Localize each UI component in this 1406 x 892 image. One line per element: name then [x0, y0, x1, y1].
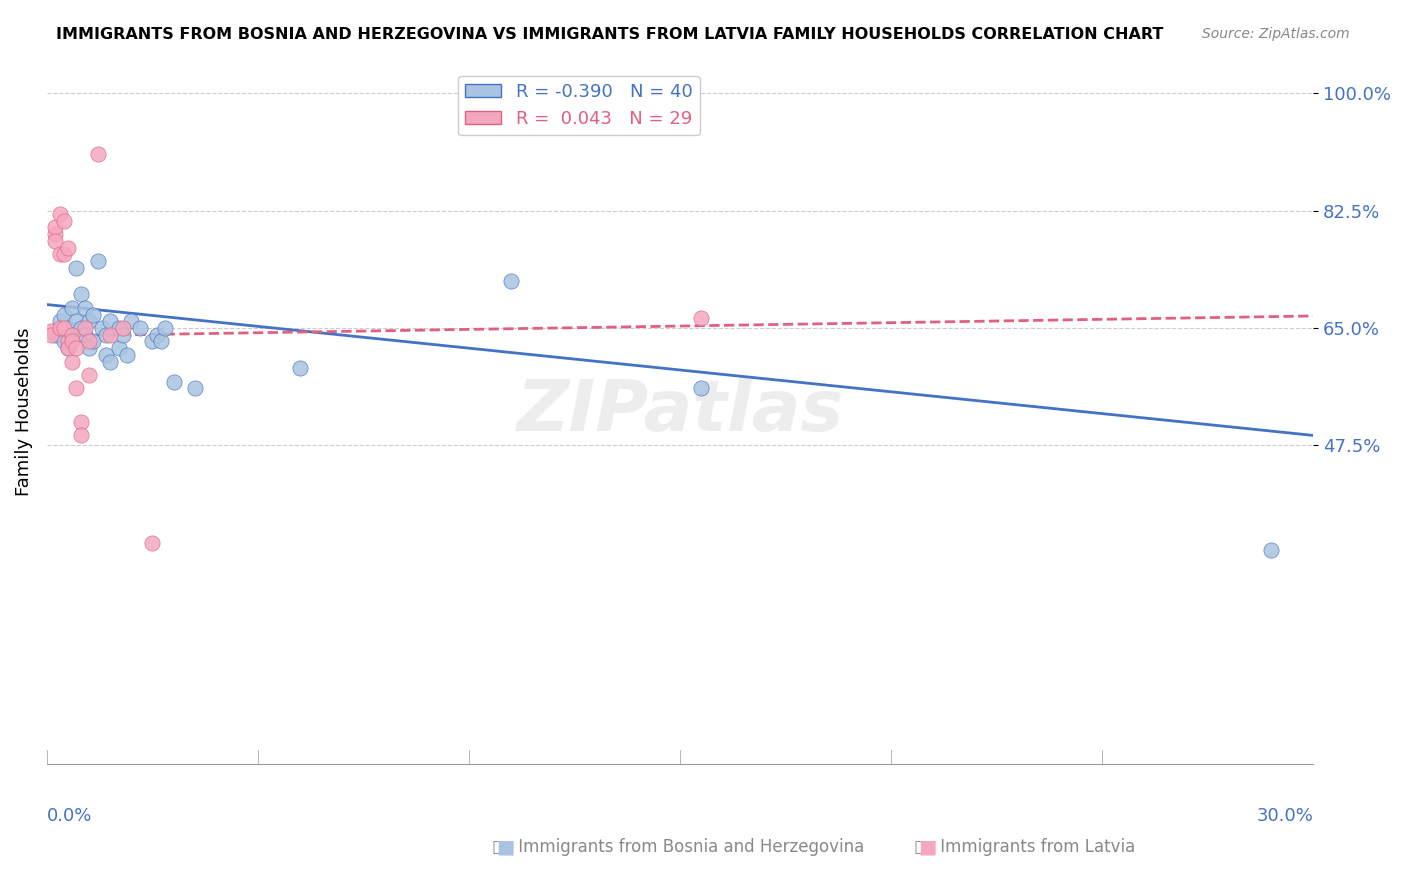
Point	[52, 308, 75, 322]
Point	[162, 375, 184, 389]
Point	[56, 334, 79, 349]
Point	[52, 334, 75, 349]
Point	[115, 348, 138, 362]
Y-axis label: Family Households: Family Households	[15, 327, 32, 496]
Point	[98, 314, 121, 328]
Point	[77, 368, 100, 382]
Text: ZIPatlas: ZIPatlas	[516, 377, 844, 446]
Point	[39, 325, 62, 339]
Point	[86, 146, 108, 161]
Point	[52, 247, 75, 261]
Point	[52, 213, 75, 227]
Point	[69, 321, 91, 335]
Point	[56, 341, 79, 355]
Point	[153, 321, 176, 335]
Point	[69, 415, 91, 429]
Point	[56, 321, 79, 335]
Point	[77, 314, 100, 328]
Point	[60, 354, 83, 368]
Point	[65, 314, 87, 328]
Point	[107, 321, 129, 335]
Point	[48, 247, 70, 261]
Point	[44, 227, 66, 241]
Text: ■: ■	[496, 838, 515, 856]
Point	[65, 341, 87, 355]
Point	[128, 321, 150, 335]
Point	[82, 308, 104, 322]
Text: 0.0%: 0.0%	[46, 806, 93, 824]
Point	[44, 220, 66, 235]
Point	[60, 301, 83, 315]
Point	[501, 274, 523, 288]
Point	[48, 321, 70, 335]
Point	[44, 327, 66, 342]
Point	[52, 321, 75, 335]
Point	[69, 287, 91, 301]
Point	[90, 321, 112, 335]
Text: □  Immigrants from Bosnia and Herzegovina: □ Immigrants from Bosnia and Herzegovina	[492, 838, 865, 856]
Point	[77, 341, 100, 355]
Point	[69, 428, 91, 442]
Point	[145, 327, 167, 342]
Point	[141, 334, 163, 349]
Legend: R = -0.390   N = 40, R =  0.043   N = 29: R = -0.390 N = 40, R = 0.043 N = 29	[458, 76, 700, 136]
Point	[288, 361, 311, 376]
Point	[690, 310, 713, 325]
Point	[60, 334, 83, 349]
Point	[60, 327, 83, 342]
Point	[56, 341, 79, 355]
Point	[77, 334, 100, 349]
Point	[73, 321, 96, 335]
Text: IMMIGRANTS FROM BOSNIA AND HERZEGOVINA VS IMMIGRANTS FROM LATVIA FAMILY HOUSEHOL: IMMIGRANTS FROM BOSNIA AND HERZEGOVINA V…	[56, 27, 1164, 42]
Text: Source: ZipAtlas.com: Source: ZipAtlas.com	[1202, 27, 1350, 41]
Point	[120, 314, 142, 328]
Text: □  Immigrants from Latvia: □ Immigrants from Latvia	[914, 838, 1135, 856]
Point	[60, 327, 83, 342]
Point	[56, 240, 79, 254]
Point	[73, 301, 96, 315]
Point	[65, 381, 87, 395]
Point	[86, 254, 108, 268]
Point	[141, 536, 163, 550]
Text: 30.0%: 30.0%	[1257, 806, 1313, 824]
Point	[690, 381, 713, 395]
Point	[48, 207, 70, 221]
Point	[82, 334, 104, 349]
Point	[111, 327, 134, 342]
Point	[98, 354, 121, 368]
Point	[183, 381, 205, 395]
Point	[44, 234, 66, 248]
Point	[149, 334, 172, 349]
Point	[48, 314, 70, 328]
Point	[107, 341, 129, 355]
Point	[111, 321, 134, 335]
Point	[94, 327, 117, 342]
Point	[98, 327, 121, 342]
Point	[94, 348, 117, 362]
Point	[73, 327, 96, 342]
Point	[65, 260, 87, 275]
Point	[1260, 542, 1282, 557]
Text: ■: ■	[918, 838, 936, 856]
Point	[39, 327, 62, 342]
